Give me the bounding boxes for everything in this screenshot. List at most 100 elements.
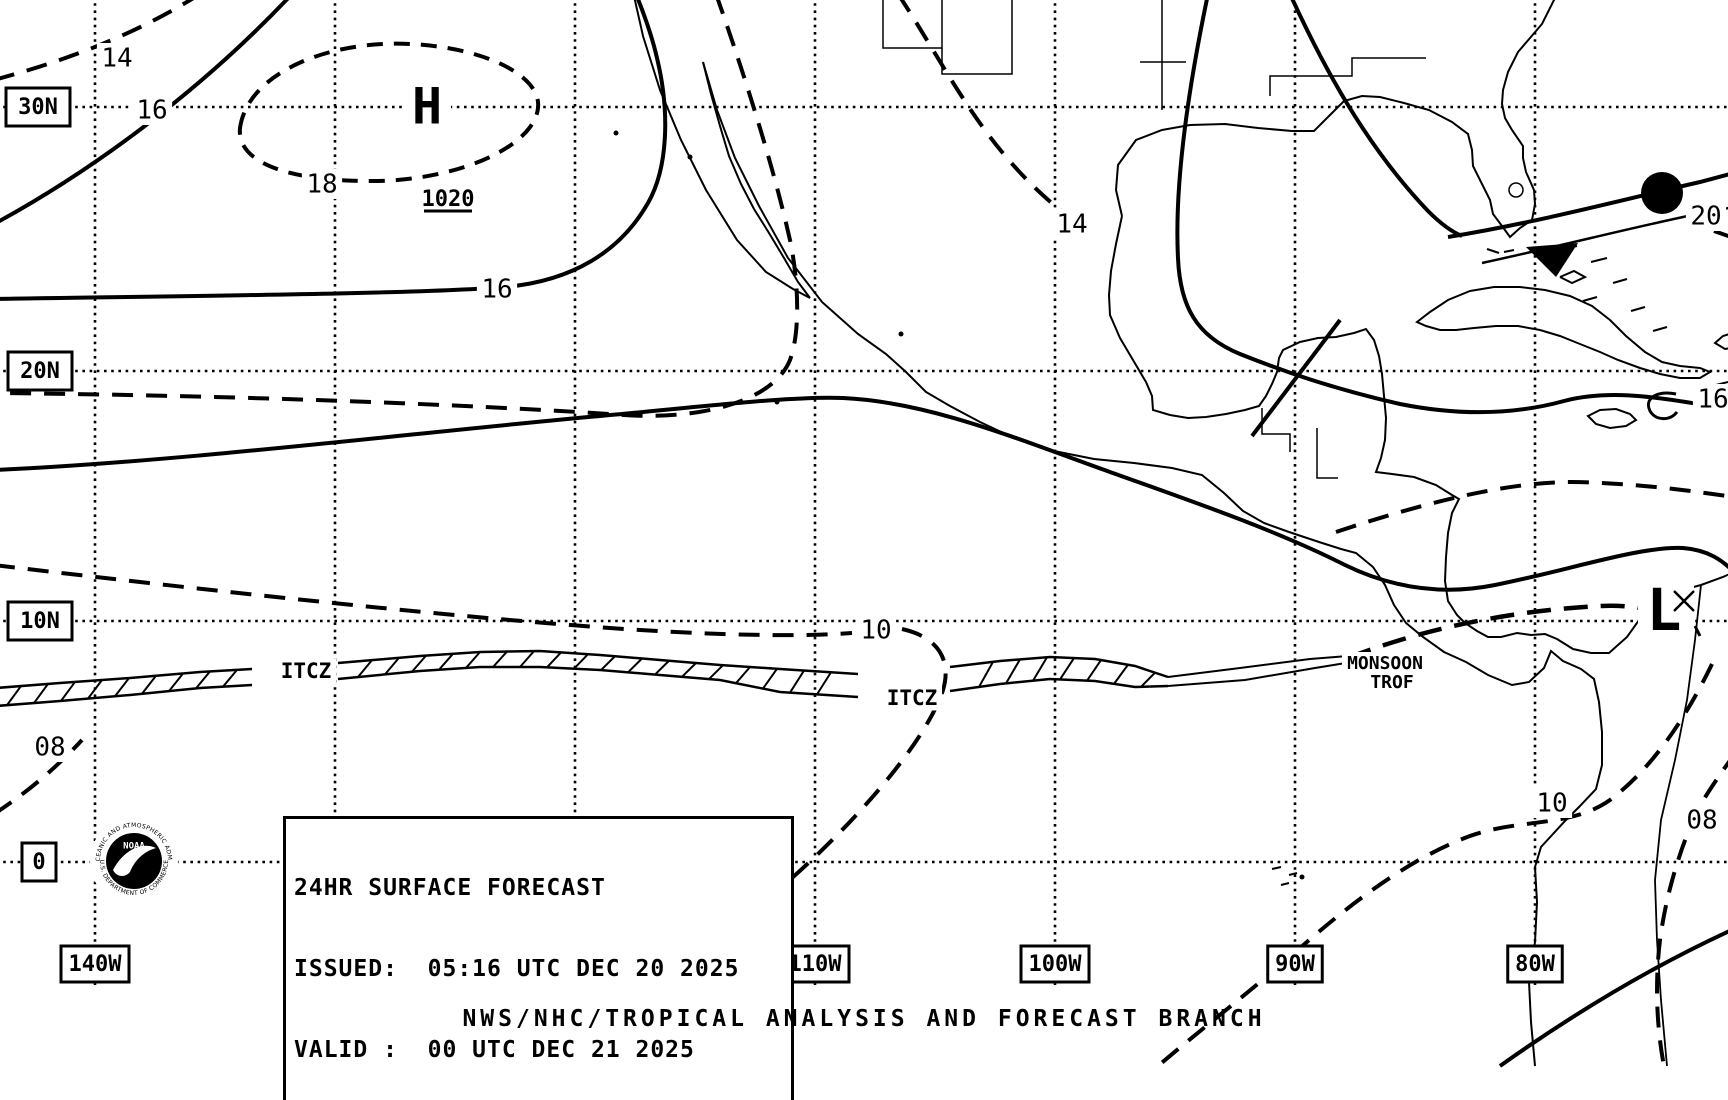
noaa-logo-text: NOAA: [123, 842, 145, 852]
itcz-hatch: [411, 654, 427, 673]
itcz-hatch: [681, 662, 697, 678]
isobar-label-16-west: 16: [481, 275, 512, 305]
lon-label-box-80W: [1506, 944, 1564, 984]
isobar-label-08-west-bg: [29, 732, 71, 762]
monsoon-trough-line: [1347, 603, 1653, 661]
lat-label-30N: 30N: [18, 95, 58, 120]
lat-label-0: 0: [32, 850, 45, 875]
lon-label-140W: 140W: [69, 952, 123, 977]
itcz-hatch: [438, 653, 454, 671]
itcz-hatch: [600, 655, 616, 671]
isobar-1014-baja: [0, 0, 800, 418]
isobar-1008-corner: [1655, 759, 1728, 1067]
itcz-band-upper-0: [0, 667, 253, 689]
border-colombia-venezuela: [1654, 584, 1702, 1067]
itcz-hatch: [384, 657, 400, 676]
isobar-label-14-nw: 14: [101, 44, 132, 74]
itcz-hatch: [1005, 658, 1021, 684]
itcz-hatch: [87, 679, 103, 700]
itcz-hatch: [1140, 671, 1156, 688]
island-chain-9: [1271, 866, 1282, 870]
isobar-1016-main: [0, 395, 1728, 592]
isobar-label-14-nw-bg: [96, 43, 138, 73]
itcz-label-west: ITCZ: [281, 659, 332, 683]
info-box-issued: ISSUED: 05:16 UTC DEC 20 2025: [294, 956, 740, 982]
itcz-hatch: [492, 650, 508, 668]
isobar-1008-west: [0, 738, 84, 813]
itcz-hatch: [573, 653, 589, 670]
itcz-band-lower-0: [0, 683, 253, 707]
lon-label-box-100W: [1019, 944, 1091, 984]
itcz-hatch: [1086, 659, 1102, 682]
isobar-label-10-se: 10: [1536, 789, 1567, 819]
dash-fragment-20: [1713, 229, 1728, 239]
isobar-southamerica: [1498, 929, 1728, 1068]
itcz-band-upper-2: [949, 655, 1169, 679]
isobar-label-20: 20: [1690, 202, 1721, 232]
itcz-extension-upper: [1167, 655, 1349, 678]
itcz-band-lower-1: [337, 665, 859, 699]
isobar-label-16-east: 16: [1697, 385, 1728, 415]
isobar-label-18: 18: [306, 170, 337, 200]
high-pressure-symbol: H: [412, 78, 442, 136]
itcz-hatch: [708, 664, 724, 680]
itcz-hatch: [6, 685, 22, 706]
isobar-label-14-texas-bg: [1051, 209, 1093, 239]
low-center-bg: [1638, 583, 1694, 639]
island-chain-2: [1612, 278, 1628, 284]
monsoon-trof-label-2: TROF: [1370, 672, 1413, 693]
island-chain-8: [1503, 249, 1515, 253]
itcz-band-lower-2: [949, 677, 1169, 693]
island-chain-4: [1630, 306, 1646, 312]
island-speck-3: [898, 331, 904, 337]
lat-label-10N: 10N: [20, 609, 60, 634]
isobar-label-10-mid: 10: [860, 616, 891, 646]
high-center-bg: [403, 82, 451, 134]
itcz-label-west-bg: [275, 658, 337, 684]
border-step-topcenter-1: [882, 0, 943, 49]
lon-label-100W: 100W: [1029, 952, 1083, 977]
lon-label-box-90W: [1266, 944, 1324, 984]
itcz-hatch: [195, 670, 211, 690]
isobar-1018-high-ellipse: [237, 41, 541, 184]
isobar-1014-texas: [899, 0, 1078, 223]
coast-california-baja: [633, 0, 811, 299]
lon-label-90W: 90W: [1275, 952, 1315, 977]
island-speck-1: [687, 154, 693, 160]
isobar-1016-northwest: [0, 0, 290, 223]
itcz-hatch: [654, 660, 670, 676]
itcz-extension-lower: [1167, 661, 1353, 687]
isobar-label-16-nw: 16: [136, 96, 167, 126]
itcz-hatch: [357, 659, 373, 678]
forecast-info-box: 24HR SURFACE FORECAST ISSUED: 05:16 UTC …: [283, 816, 794, 1100]
itcz-hatch: [114, 677, 130, 697]
monsoon-trof-label-1: MONSOON: [1347, 653, 1423, 674]
island-speck-0: [613, 130, 619, 136]
label-pointer-16: [1647, 391, 1679, 421]
itcz-hatch: [141, 675, 157, 695]
isobar-label-08-west: 08: [34, 733, 65, 763]
isobar-label-10-se-bg: [1531, 788, 1573, 818]
coast-cuba: [1415, 286, 1713, 379]
island-speck-4: [1299, 874, 1305, 880]
itcz-hatch: [222, 669, 238, 688]
island-chain-1: [1590, 257, 1608, 263]
itcz-label-east: ITCZ: [887, 686, 938, 710]
chart-footer-title: NWS/NHC/TROPICAL ANALYSIS AND FORECAST B…: [462, 1006, 1266, 1032]
coast-mexico-yucatan-caribbean: [1107, 215, 1728, 654]
isobar-1010-west: [0, 563, 853, 638]
island-chain-3: [1582, 296, 1598, 302]
isobar-label-16-nw-bg: [131, 95, 173, 125]
isobar-label-18-bg: [301, 169, 343, 199]
front-arc: [1290, 0, 1463, 238]
itcz-band-upper-1: [337, 649, 859, 676]
isobar-label-10-mid-bg: [855, 615, 897, 645]
itcz-hatch: [789, 670, 805, 694]
isobar-1014-caribbean: [1335, 479, 1728, 534]
itcz-label-east-bg: [881, 685, 943, 711]
noaa-ring-text-top: NATIONAL OCEANIC AND ATMOSPHERIC ADMINIS…: [0, 0, 173, 862]
coast-hispaniola-fragment-2: [1713, 333, 1728, 351]
front-line: [1447, 172, 1728, 239]
